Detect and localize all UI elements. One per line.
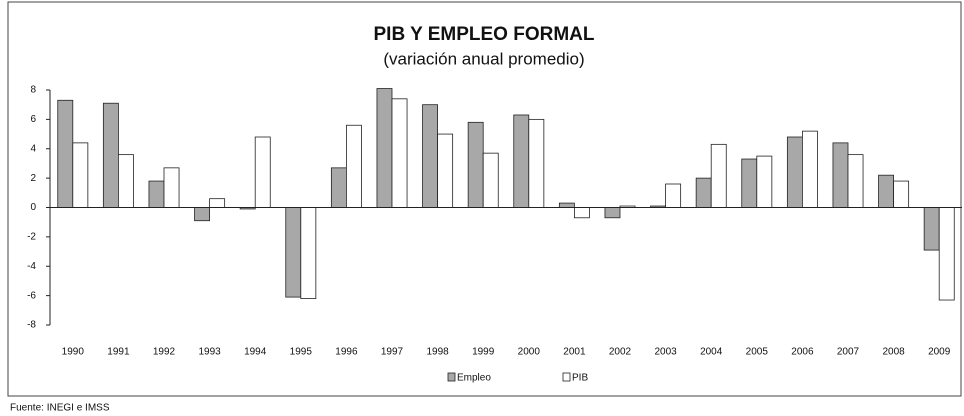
bar bbox=[194, 207, 211, 222]
x-tick-label: 1993 bbox=[198, 347, 221, 358]
source-note: Fuente: INEGI e IMSS bbox=[10, 403, 110, 414]
y-tick-label: -4 bbox=[27, 261, 36, 272]
x-tick-label: 1997 bbox=[381, 347, 404, 358]
bar bbox=[604, 207, 621, 219]
bar bbox=[118, 154, 134, 208]
x-tick-label: 2006 bbox=[791, 347, 814, 358]
x-tick-label: 2001 bbox=[563, 347, 586, 358]
x-tick-label: 2002 bbox=[609, 347, 632, 358]
bar bbox=[300, 207, 317, 299]
y-tick-label: 8 bbox=[30, 85, 36, 96]
bar bbox=[391, 98, 408, 208]
x-tick-label: 1995 bbox=[290, 347, 313, 358]
bar bbox=[710, 143, 727, 208]
bar bbox=[102, 102, 119, 208]
bar bbox=[330, 167, 347, 208]
bar bbox=[285, 207, 302, 298]
x-tick-label: 1990 bbox=[62, 347, 85, 358]
bar bbox=[923, 207, 940, 251]
bar bbox=[938, 207, 955, 301]
x-tick-label: 1999 bbox=[472, 347, 495, 358]
y-tick-label: 2 bbox=[30, 173, 36, 184]
y-tick-label: 4 bbox=[30, 143, 36, 154]
x-tick-label: 2000 bbox=[518, 347, 541, 358]
x-tick-label: 1994 bbox=[244, 347, 267, 358]
bar bbox=[437, 133, 454, 208]
bar bbox=[756, 155, 773, 208]
x-tick-label: 1996 bbox=[335, 347, 358, 358]
bar bbox=[786, 136, 803, 208]
bar bbox=[665, 183, 682, 208]
bar bbox=[802, 130, 818, 208]
bar bbox=[345, 124, 362, 208]
bar bbox=[528, 118, 545, 208]
x-tick-label: 2005 bbox=[746, 347, 769, 358]
x-tick-label: 1998 bbox=[426, 347, 449, 358]
x-tick-label: 2003 bbox=[654, 347, 677, 358]
chart-subtitle: (variación anual promedio) bbox=[383, 49, 584, 68]
bar bbox=[209, 198, 226, 208]
bar bbox=[422, 104, 439, 208]
y-tick-label: -6 bbox=[27, 290, 36, 301]
bar bbox=[163, 167, 180, 208]
x-tick-label: 2004 bbox=[700, 347, 723, 358]
bar bbox=[148, 180, 165, 208]
bar bbox=[878, 174, 895, 208]
x-tick-label: 1992 bbox=[153, 347, 176, 358]
chart-title: PIB Y EMPLEO FORMAL bbox=[374, 24, 595, 45]
legend-swatch bbox=[447, 372, 456, 382]
y-tick-label: -8 bbox=[27, 320, 36, 331]
bar bbox=[741, 158, 758, 208]
x-tick-label: 2009 bbox=[928, 347, 951, 358]
bar bbox=[513, 114, 530, 208]
y-tick-label: 6 bbox=[30, 114, 36, 125]
bar bbox=[57, 99, 74, 208]
bar bbox=[254, 136, 271, 208]
bar bbox=[832, 142, 849, 208]
y-tick-label: 0 bbox=[30, 202, 36, 213]
bar bbox=[72, 142, 89, 208]
chart-frame bbox=[7, 1, 962, 397]
x-tick-label: 1991 bbox=[107, 347, 130, 358]
x-tick-label: 2007 bbox=[837, 347, 860, 358]
bar bbox=[847, 154, 864, 208]
legend-swatch bbox=[562, 372, 571, 382]
bar bbox=[482, 152, 499, 208]
y-tick-label: -2 bbox=[27, 232, 36, 243]
legend-label: PIB bbox=[572, 373, 588, 384]
x-tick-label: 2008 bbox=[882, 347, 905, 358]
bar bbox=[558, 202, 575, 208]
bar bbox=[376, 88, 393, 208]
legend-label: Empleo bbox=[457, 373, 491, 384]
bar bbox=[574, 207, 590, 219]
bar bbox=[695, 177, 712, 208]
bar bbox=[467, 121, 484, 208]
bar bbox=[893, 180, 910, 208]
